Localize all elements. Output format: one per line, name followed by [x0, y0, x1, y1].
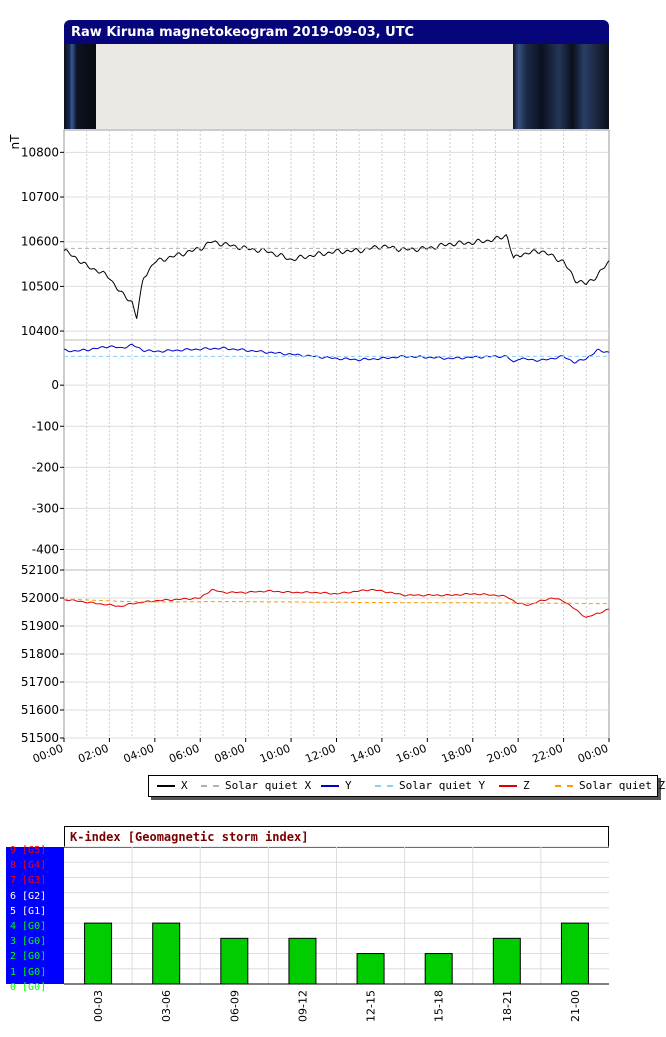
legend-label-y: Y	[345, 779, 352, 792]
k-category-label: 00-03	[92, 990, 105, 1022]
legend-swatch-y	[321, 785, 339, 787]
k-scale-label: 7 [G3]	[10, 875, 47, 887]
k-bar	[560, 922, 589, 985]
x-tick-label: 08:00	[213, 742, 247, 766]
k-bar	[424, 953, 453, 985]
k-scale-label: 5 [G1]	[10, 905, 47, 917]
k-category-label: 21-00	[569, 990, 582, 1022]
y-tick-label: 51600	[21, 703, 59, 717]
magnetogram-plot: nT 10400 10500 10600 10700 10800 -400 -300 -200…	[8, 129, 610, 766]
y-tick-label: 51800	[21, 647, 59, 661]
k-category-label: 09-12	[296, 990, 309, 1022]
y-tick-label: 52100	[21, 563, 59, 577]
x-tick-label: 02:00	[76, 742, 110, 766]
k-index-title: K-index [Geomagnetic storm index]	[70, 830, 309, 844]
k-scale-label: 8 [G4]	[10, 860, 47, 872]
x-tick-label: 14:00	[349, 742, 383, 766]
x-tick-label: 20:00	[485, 742, 519, 766]
k-index-scale: 9 [G5] 8 [G4] 7 [G3] 6 [G2] 5 [G1] 4 [G0] 3 [G…	[6, 845, 64, 993]
x-tick-label: 12:00	[303, 742, 337, 766]
k-bar	[288, 937, 317, 985]
k-category-label: 06-09	[228, 990, 241, 1022]
y-tick-label: 51700	[21, 675, 59, 689]
legend-swatch-x	[157, 785, 175, 787]
y-tick-label: 51500	[21, 731, 59, 745]
x-tick-label: 16:00	[394, 742, 428, 766]
k-bar	[152, 922, 181, 985]
x-tick-label: 10:00	[258, 742, 292, 766]
k-bar	[356, 953, 385, 985]
k-category-label: 12-15	[365, 990, 378, 1022]
y-tick-label: -200	[32, 460, 59, 474]
k-scale-label: 2 [G0]	[10, 951, 47, 963]
chart-title: Raw Kiruna magnetokeogram 2019-09-03, UT…	[71, 25, 415, 40]
legend-label-z: Z	[523, 779, 530, 792]
y-tick-label: 10800	[21, 145, 59, 159]
legend-swatch-solar-quiet-y	[375, 785, 393, 787]
x-tick-label: 04:00	[122, 742, 156, 766]
k-scale-label: 9 [G5]	[10, 845, 47, 856]
k-scale-label: 0 [G0]	[10, 981, 47, 993]
y-tick-label: -400	[32, 542, 59, 556]
keogram-night-left	[64, 44, 96, 129]
x-tick-label: 06:00	[167, 742, 201, 766]
x-tick-label: 22:00	[530, 742, 564, 766]
k-category-label: 15-18	[433, 990, 446, 1022]
chart-legend: X Solar quiet X Y Solar quiet Y Z Solar quiet…	[148, 775, 665, 797]
y-tick-label: 10600	[21, 235, 59, 249]
k-index-title-box: K-index [Geomagnetic storm index]	[64, 826, 609, 848]
keogram-image	[64, 44, 609, 129]
legend-swatch-z	[499, 785, 517, 787]
k-category-label: 18-21	[501, 990, 514, 1022]
unit-label: nT	[8, 134, 22, 150]
y-tick-label: 0	[51, 378, 59, 392]
legend-label-solar-quiet-x: Solar quiet X	[225, 779, 312, 792]
y-tick-label: 10700	[21, 190, 59, 204]
x-tick-label: 00:00	[31, 742, 65, 766]
series-x-line	[63, 233, 610, 319]
legend-label-x: X	[181, 779, 188, 792]
y-tick-label: -300	[32, 501, 59, 515]
x-tick-label: 00:00	[576, 742, 610, 766]
series-y-line	[63, 343, 610, 364]
legend-label-solar-quiet-y: Solar quiet Y	[399, 779, 486, 792]
k-bar	[84, 922, 113, 985]
k-scale-label: 6 [G2]	[10, 890, 47, 902]
x-tick-label: 18:00	[440, 742, 474, 766]
k-bar	[220, 937, 249, 985]
y-tick-label: 10500	[21, 279, 59, 293]
k-scale-label: 1 [G0]	[10, 966, 47, 978]
y-tick-label: -100	[32, 419, 59, 433]
k-category-label: 03-06	[160, 990, 173, 1022]
k-scale-label: 4 [G0]	[10, 921, 47, 932]
k-scale-label: 3 [G0]	[10, 936, 47, 948]
y-tick-label: 51900	[21, 619, 59, 633]
y-tick-label: 52000	[21, 591, 59, 605]
legend-label-solar-quiet-z: Solar quiet Z	[579, 779, 666, 792]
chart-title-bar: Raw Kiruna magnetokeogram 2019-09-03, UT…	[64, 20, 609, 44]
y-tick-label: 10400	[21, 324, 59, 338]
series-z-line	[63, 588, 610, 618]
k-bar	[492, 937, 521, 985]
keogram-night-right	[513, 44, 609, 129]
legend-swatch-solar-quiet-x	[201, 785, 219, 787]
legend-swatch-solar-quiet-z	[555, 785, 573, 787]
